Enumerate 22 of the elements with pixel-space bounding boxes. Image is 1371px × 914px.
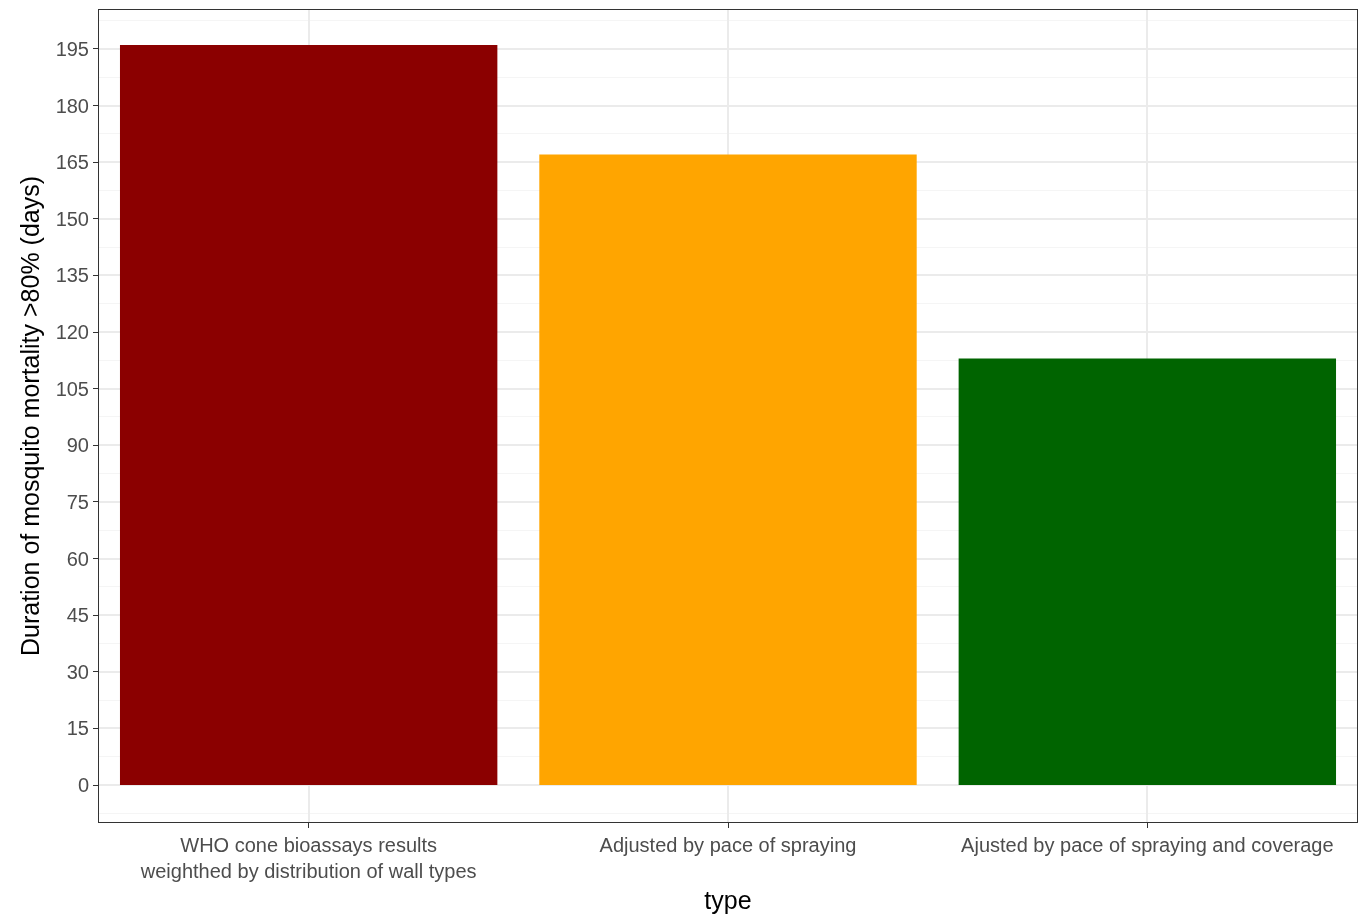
y-tick-label: 195 bbox=[55, 37, 89, 60]
y-tick-label: 0 bbox=[77, 774, 89, 797]
bar bbox=[539, 154, 917, 786]
y-axis-title: Duration of mosquito mortality >80% (days) bbox=[16, 175, 45, 657]
x-tick-label: Ajusted by pace of spraying and coverage bbox=[961, 834, 1334, 856]
y-tick-label: 150 bbox=[55, 207, 89, 230]
y-tick-label: 180 bbox=[55, 94, 89, 117]
x-tick-label: WHO cone bioassays results weighthed by distribution of wall types bbox=[139, 834, 477, 882]
x-axis-title: type bbox=[704, 886, 752, 914]
y-tick-label: 90 bbox=[66, 434, 89, 457]
y-tick-label: 120 bbox=[55, 321, 89, 344]
y-tick-label: 135 bbox=[55, 264, 89, 287]
y-tick-label: 15 bbox=[66, 717, 89, 740]
bar bbox=[119, 45, 498, 786]
y-tick-label: 75 bbox=[66, 490, 89, 513]
bar bbox=[958, 358, 1337, 786]
y-tick-label: 45 bbox=[66, 604, 89, 627]
x-tick-label: Adjusted by pace of spraying bbox=[599, 834, 857, 856]
y-tick-label: 30 bbox=[66, 660, 89, 683]
y-tick-label: 165 bbox=[55, 151, 89, 174]
y-tick-label: 105 bbox=[55, 377, 89, 400]
y-tick-label: 60 bbox=[66, 547, 89, 570]
